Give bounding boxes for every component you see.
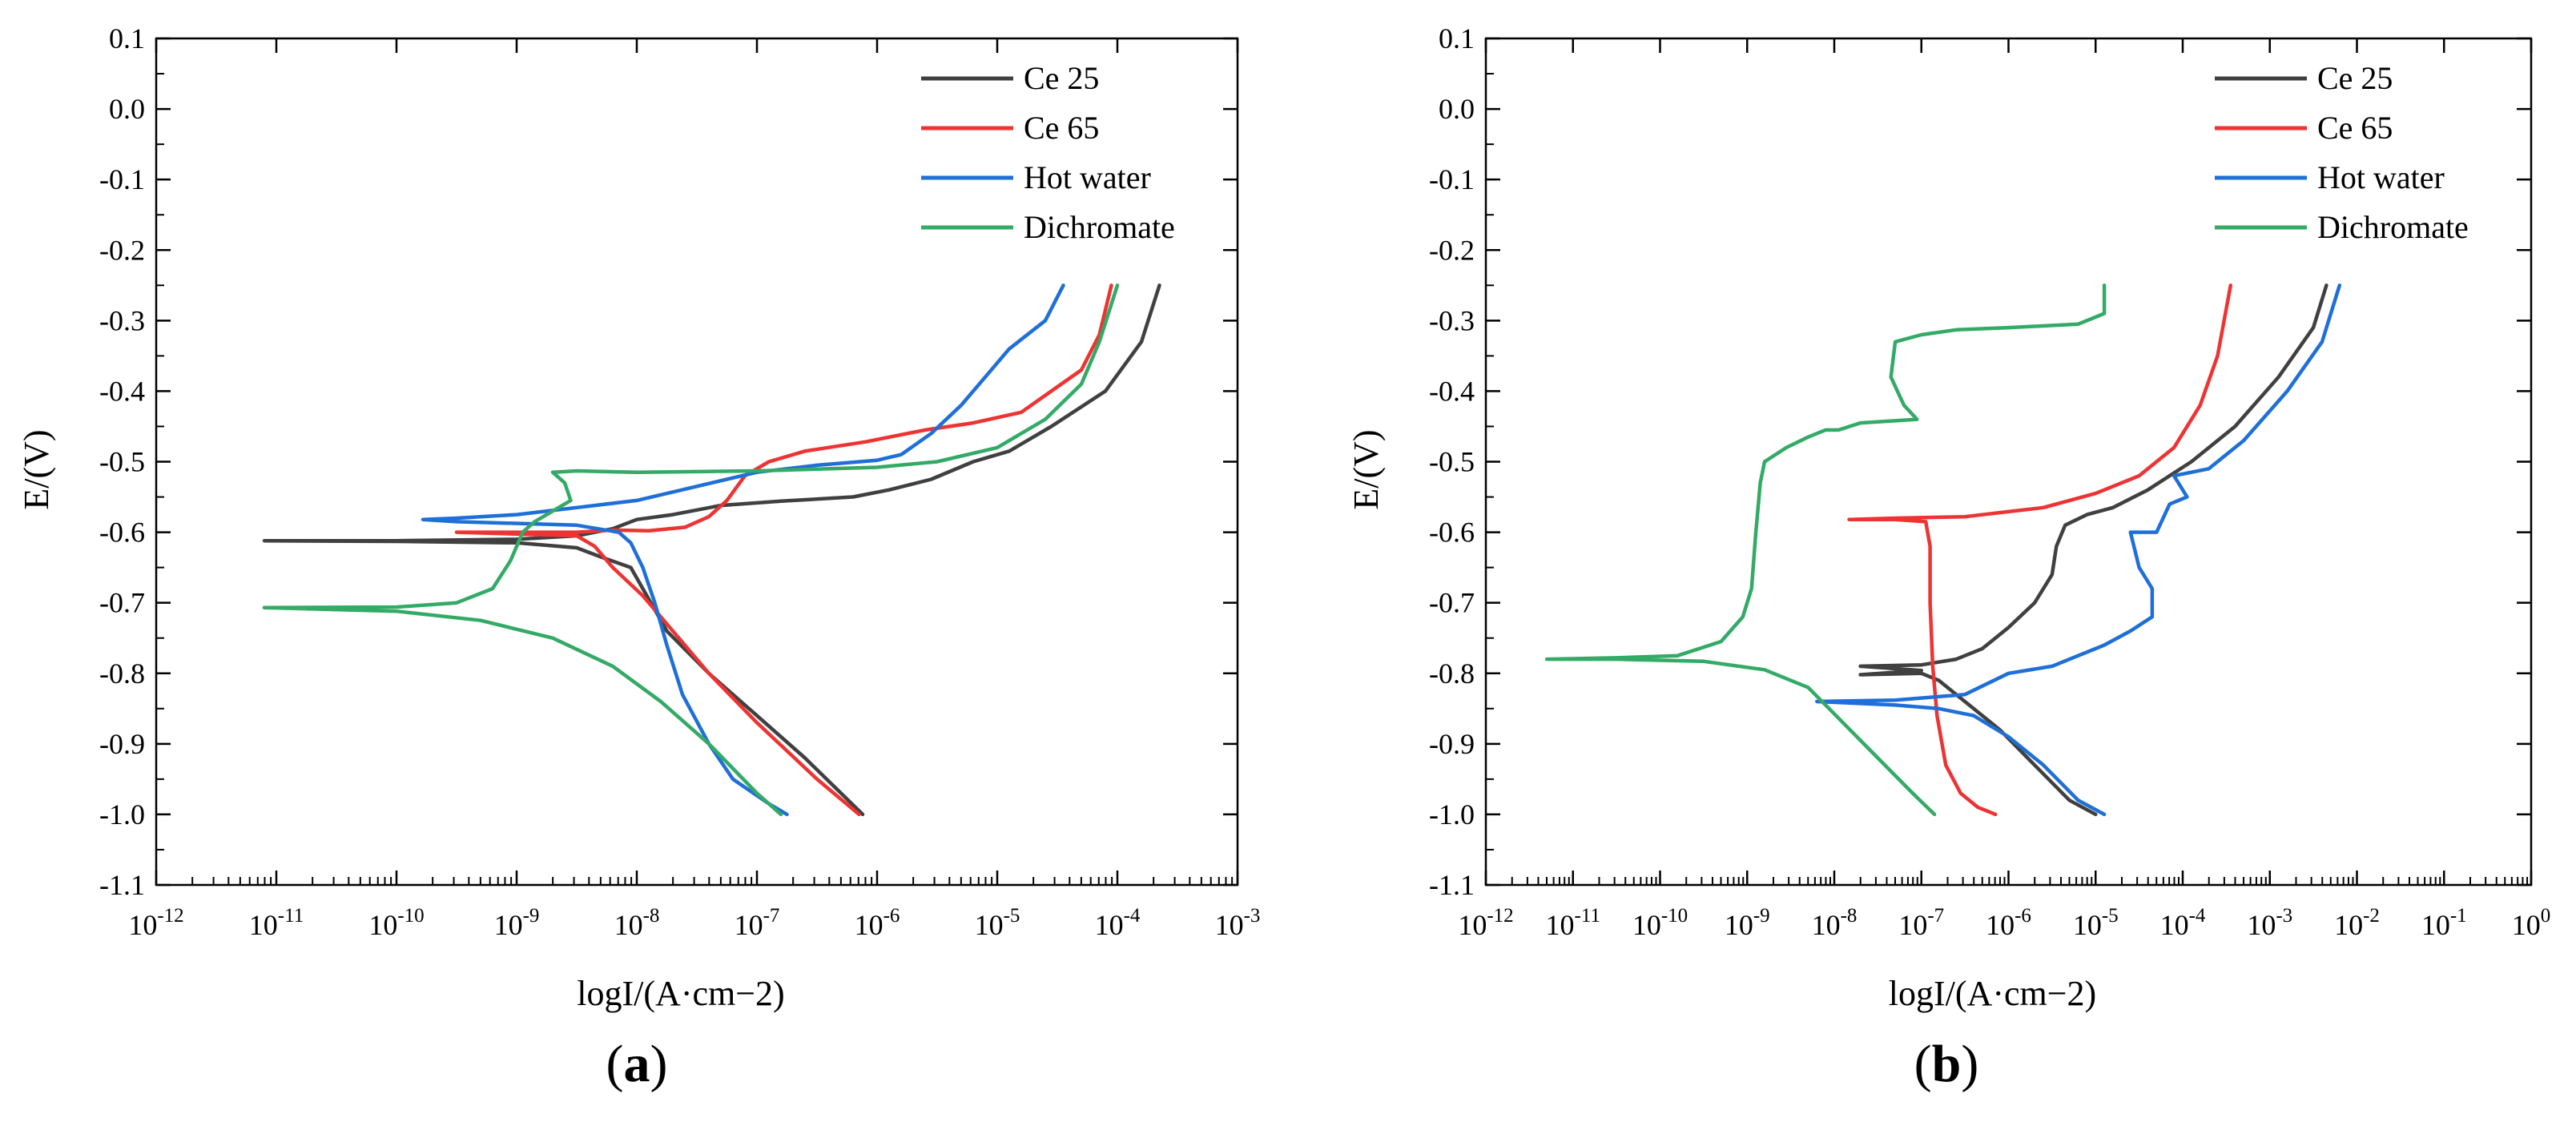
x-tick-label: 10-8 (1812, 905, 1858, 941)
y-tick-label: 0.1 (109, 22, 145, 54)
series-group (1544, 284, 2342, 817)
x-tick-label: 100 (2512, 905, 2551, 941)
panel-b: 10-12 10-11 10-10 10-9 10-8 10-7 10-6 10-5 10-4 1… (1346, 22, 2550, 1093)
series-line-ce-25 (262, 284, 1161, 817)
y-tick-label: -0.1 (99, 163, 145, 195)
series-group (262, 284, 1161, 817)
y-axis-label: E/(V) (17, 429, 56, 509)
x-tick-label: 10-2 (2334, 905, 2380, 941)
x-tick-label: 10-12 (128, 905, 183, 941)
y-tick-label: 0.1 (1439, 22, 1475, 54)
series-line-hot-water (1815, 284, 2342, 817)
x-tick-label: 10-8 (614, 905, 660, 941)
x-tick-label: 10-4 (1095, 905, 1141, 941)
legend-label: Ce 65 (2317, 110, 2393, 146)
series-line-ce-65 (454, 284, 1113, 817)
y-tick-label: -0.9 (1429, 728, 1475, 760)
y-axis-label: E/(V) (1346, 429, 1386, 509)
y-tick-label: 0.0 (109, 93, 145, 125)
x-tick-label: 10-5 (2073, 905, 2119, 941)
y-tick-label: -0.9 (99, 728, 145, 760)
legend-label: Dichromate (1024, 209, 1175, 245)
x-tick-label: 10-10 (368, 905, 424, 941)
panel-a: 10-12 10-11 10-10 10-9 10-8 10-7 10-6 10-5 10-4 1… (17, 22, 1260, 1093)
y-tick-label: -0.4 (1429, 375, 1475, 407)
y-tick-label: -1.0 (1429, 798, 1475, 830)
y-tick-label: -0.6 (1429, 517, 1475, 549)
y-tick-label: -1.1 (1429, 869, 1475, 901)
x-tick-label: 10-5 (975, 905, 1020, 941)
y-tick-label: -0.7 (1429, 587, 1475, 619)
x-tick-label: 10-6 (1986, 905, 2031, 941)
y-tick-label: -0.7 (99, 587, 145, 619)
x-tick-label: 10-9 (1725, 905, 1770, 941)
x-tick-label: 10-12 (1458, 905, 1513, 941)
panel-label: (a) (606, 1035, 668, 1093)
x-tick-label: 10-6 (855, 905, 900, 941)
x-tick-label: 10-7 (735, 905, 780, 941)
y-tick-label: -0.4 (99, 375, 145, 407)
legend-label: Dichromate (2317, 209, 2469, 245)
y-tick-label: -0.5 (99, 446, 145, 478)
y-tick-label: -0.3 (99, 304, 145, 336)
x-tick-label: 10-3 (1215, 905, 1261, 941)
y-tick-label: -0.8 (99, 658, 145, 690)
y-tick-label: -0.8 (1429, 658, 1475, 690)
y-tick-label: -0.5 (1429, 446, 1475, 478)
x-tick-label: 10-11 (249, 905, 304, 941)
series-line-ce-65 (1847, 284, 2233, 817)
y-tick-label: -0.2 (99, 234, 145, 266)
series-line-hot-water (421, 284, 1065, 817)
x-axis-label: logI/(A·cm−2) (1889, 974, 2096, 1013)
x-tick-label: 10-7 (1898, 905, 1944, 941)
legend-label: Ce 65 (1024, 110, 1099, 146)
legend-label: Ce 25 (1024, 60, 1099, 96)
y-tick-label: -1.1 (99, 869, 145, 901)
y-tick-label: 0.0 (1439, 93, 1475, 125)
x-tick-label: 10-3 (2247, 905, 2292, 941)
x-tick-label: 10-10 (1632, 905, 1688, 941)
series-line-ce-25 (1858, 284, 2328, 817)
legend-label: Hot water (1024, 159, 1151, 195)
legend-label: Ce 25 (2317, 60, 2393, 96)
x-axis-label: logI/(A·cm−2) (577, 974, 784, 1013)
panel-label: (b) (1914, 1035, 1979, 1093)
y-tick-label: -1.0 (99, 798, 145, 830)
x-tick-label: 10-11 (1546, 905, 1600, 941)
y-tick-label: -0.6 (99, 517, 145, 549)
series-line-dichromate (262, 284, 1120, 817)
y-tick-label: -0.1 (1429, 163, 1475, 195)
x-tick-label: 10-9 (494, 905, 540, 941)
series-line-dichromate (1544, 284, 2107, 817)
y-tick-label: -0.3 (1429, 304, 1475, 336)
x-tick-label: 10-4 (2160, 905, 2206, 941)
x-tick-label: 10-1 (2421, 905, 2467, 941)
legend-label: Hot water (2317, 159, 2445, 195)
y-tick-label: -0.2 (1429, 234, 1475, 266)
